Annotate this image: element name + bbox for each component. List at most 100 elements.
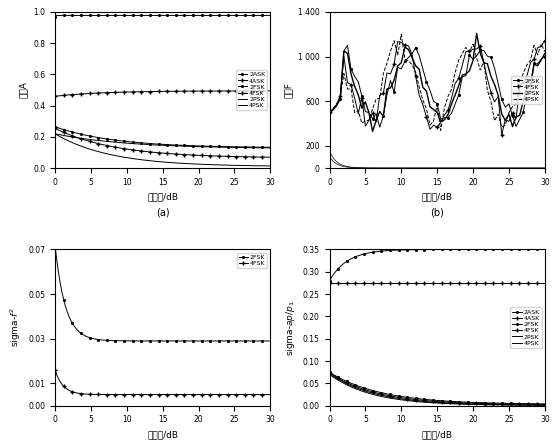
4FSK [267,154,273,160]
4FSK [442,400,449,405]
2FSK [536,401,543,407]
2ASK [156,13,162,18]
2PSK [267,145,273,150]
4FSK [503,401,509,407]
2PSK [454,401,461,406]
4FSK [180,392,186,397]
4FSK [154,150,161,155]
4ASK [168,89,175,94]
2PSK [459,73,465,78]
2FSK [168,142,175,147]
4ASK [429,280,435,285]
2FSK [52,242,59,247]
4PSK [442,401,449,406]
4PSK [377,96,383,101]
4FSK [168,392,175,397]
Line: 4FSK: 4FSK [52,367,273,397]
2FSK [154,142,161,147]
X-axis label: 信噪比/dB: 信噪比/dB [147,192,178,202]
Y-axis label: 参数F: 参数F [283,82,292,98]
2ASK [503,247,509,252]
2PSK [373,118,379,123]
2FSK [262,338,268,344]
4PSK [503,402,509,407]
X-axis label: 信噪比/dB: 信噪比/dB [147,430,178,439]
2PSK [380,114,387,119]
4ASK [262,88,268,93]
2FSK [155,142,162,147]
4FSK [402,42,408,48]
4FSK [154,392,161,397]
4ASK [154,89,161,94]
Line: 2PSK: 2PSK [330,374,545,405]
2FSK [454,399,461,404]
2FSK [180,338,186,344]
4FSK [52,126,59,131]
Text: (b): (b) [430,207,444,217]
4FSK [267,392,273,397]
Line: 4FSK: 4FSK [327,371,547,407]
4PSK [541,403,548,408]
2FSK [448,111,455,116]
Line: 4ASK: 4ASK [52,88,273,99]
4FSK [429,398,435,404]
4ASK [267,88,273,93]
2FSK [228,144,235,149]
Line: 2FSK: 2FSK [328,44,546,129]
Line: 2PSK: 2PSK [330,34,545,131]
Line: 4PSK: 4PSK [55,134,270,166]
2PSK [262,145,268,150]
4PSK [369,106,376,112]
4PSK [520,71,527,76]
2FSK [228,338,235,344]
2PSK [228,145,235,150]
4ASK [326,280,333,285]
2PSK [541,402,548,407]
2ASK [262,13,269,18]
4FSK [369,111,376,116]
4ASK [180,89,186,94]
4FSK [326,370,333,376]
4ASK [454,280,461,285]
4FSK [454,400,461,405]
2FSK [267,338,273,344]
4PSK [154,159,161,164]
4FSK [168,151,175,157]
4FSK [455,76,462,81]
4FSK [155,392,162,397]
2FSK [344,43,351,48]
4PSK [155,159,162,164]
X-axis label: 信噪比/dB: 信噪比/dB [422,192,453,202]
4FSK [52,367,59,373]
Legend: 2FSK, 4FSK, 2PSK, 4PSK: 2FSK, 4FSK, 2PSK, 4PSK [511,76,542,104]
4PSK [541,49,548,54]
4FSK [430,399,436,404]
2PSK [180,143,186,149]
2ASK [267,13,273,18]
2PSK [442,400,449,406]
2PSK [536,402,543,407]
4FSK [228,392,235,397]
2FSK [463,73,469,78]
Line: 2ASK: 2ASK [53,14,272,19]
Line: 2FSK: 2FSK [53,243,272,343]
4FSK [441,112,448,118]
Line: 2ASK: 2ASK [328,248,546,282]
4ASK [536,280,543,285]
2PSK [541,51,548,56]
4FSK [262,392,268,397]
2FSK [503,401,509,406]
2FSK [541,401,548,407]
2FSK [326,370,333,375]
2FSK [180,143,186,148]
2ASK [442,247,449,252]
2PSK [168,143,175,148]
2PSK [326,110,333,115]
Line: 4PSK: 4PSK [330,34,545,131]
4PSK [448,87,455,92]
4ASK [442,280,449,285]
Y-axis label: 参数A: 参数A [18,82,27,98]
2PSK [503,402,509,407]
4FSK [498,132,505,137]
2FSK [520,110,527,115]
